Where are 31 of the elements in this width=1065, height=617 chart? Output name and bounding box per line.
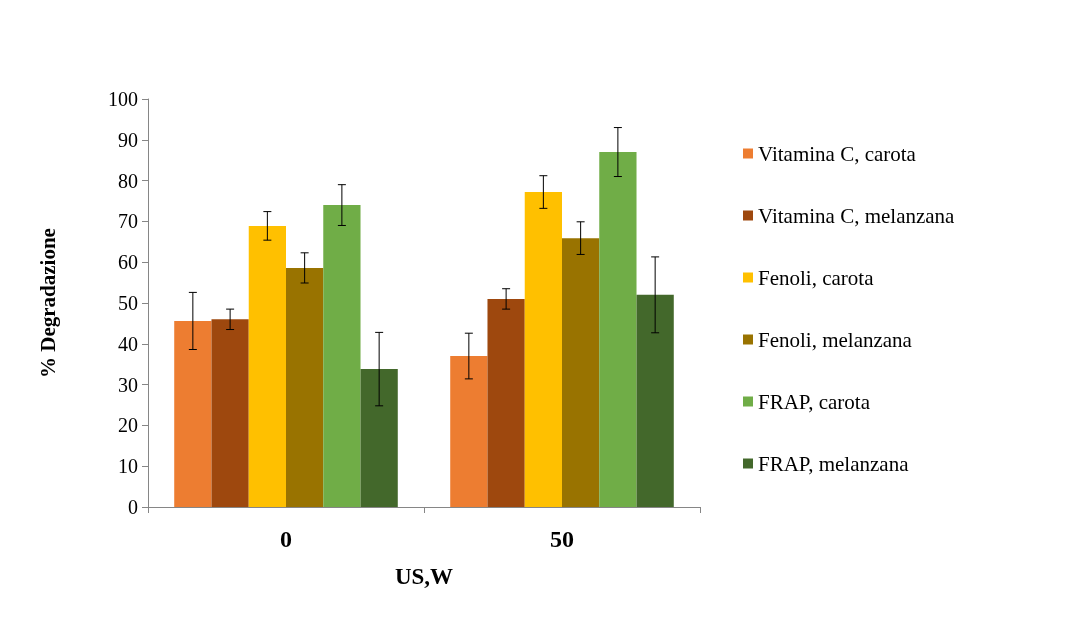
y-tick-label: 40 xyxy=(118,332,138,355)
legend-label: Fenoli, carota xyxy=(758,265,875,290)
y-tick-label: 30 xyxy=(118,373,138,396)
y-tick-label: 70 xyxy=(118,210,138,233)
bar xyxy=(524,192,562,507)
legend-label: FRAP, melanzana xyxy=(758,451,910,476)
y-tick-label: 90 xyxy=(118,128,138,151)
bar xyxy=(599,152,637,507)
bar xyxy=(487,298,525,507)
y-tick-label: 20 xyxy=(118,414,138,437)
bar xyxy=(360,369,398,507)
bar xyxy=(562,238,600,507)
bar xyxy=(450,356,488,507)
bar xyxy=(248,225,286,507)
bar xyxy=(636,294,674,507)
bar xyxy=(211,319,249,507)
legend-label: Fenoli, melanzana xyxy=(758,327,913,352)
bar xyxy=(174,320,212,507)
x-axis-title: US,W xyxy=(394,564,454,589)
y-tick-label: 10 xyxy=(118,455,138,478)
y-axis-title: % Degradazione xyxy=(35,228,60,378)
y-tick-label: 60 xyxy=(118,251,138,274)
y-tick-label: 0 xyxy=(128,496,138,518)
bar xyxy=(323,205,361,507)
legend-label: FRAP, carota xyxy=(758,389,871,414)
bar xyxy=(286,267,324,507)
y-tick-label: 100 xyxy=(108,88,138,110)
y-tick-label: 80 xyxy=(118,169,138,192)
legend-label: Vitamina C, melanzana xyxy=(758,203,956,228)
y-tick-label: 50 xyxy=(118,292,138,314)
legend-label: Vitamina C, carota xyxy=(758,141,917,166)
